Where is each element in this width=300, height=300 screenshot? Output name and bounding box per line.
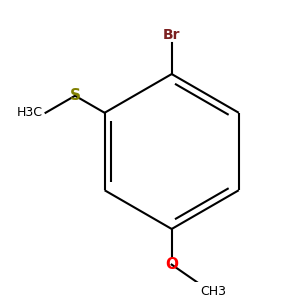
Text: Br: Br xyxy=(163,28,180,41)
Text: H3C: H3C xyxy=(16,106,43,119)
Text: S: S xyxy=(70,88,81,103)
Text: O: O xyxy=(165,257,178,272)
Text: CH3: CH3 xyxy=(200,285,226,298)
